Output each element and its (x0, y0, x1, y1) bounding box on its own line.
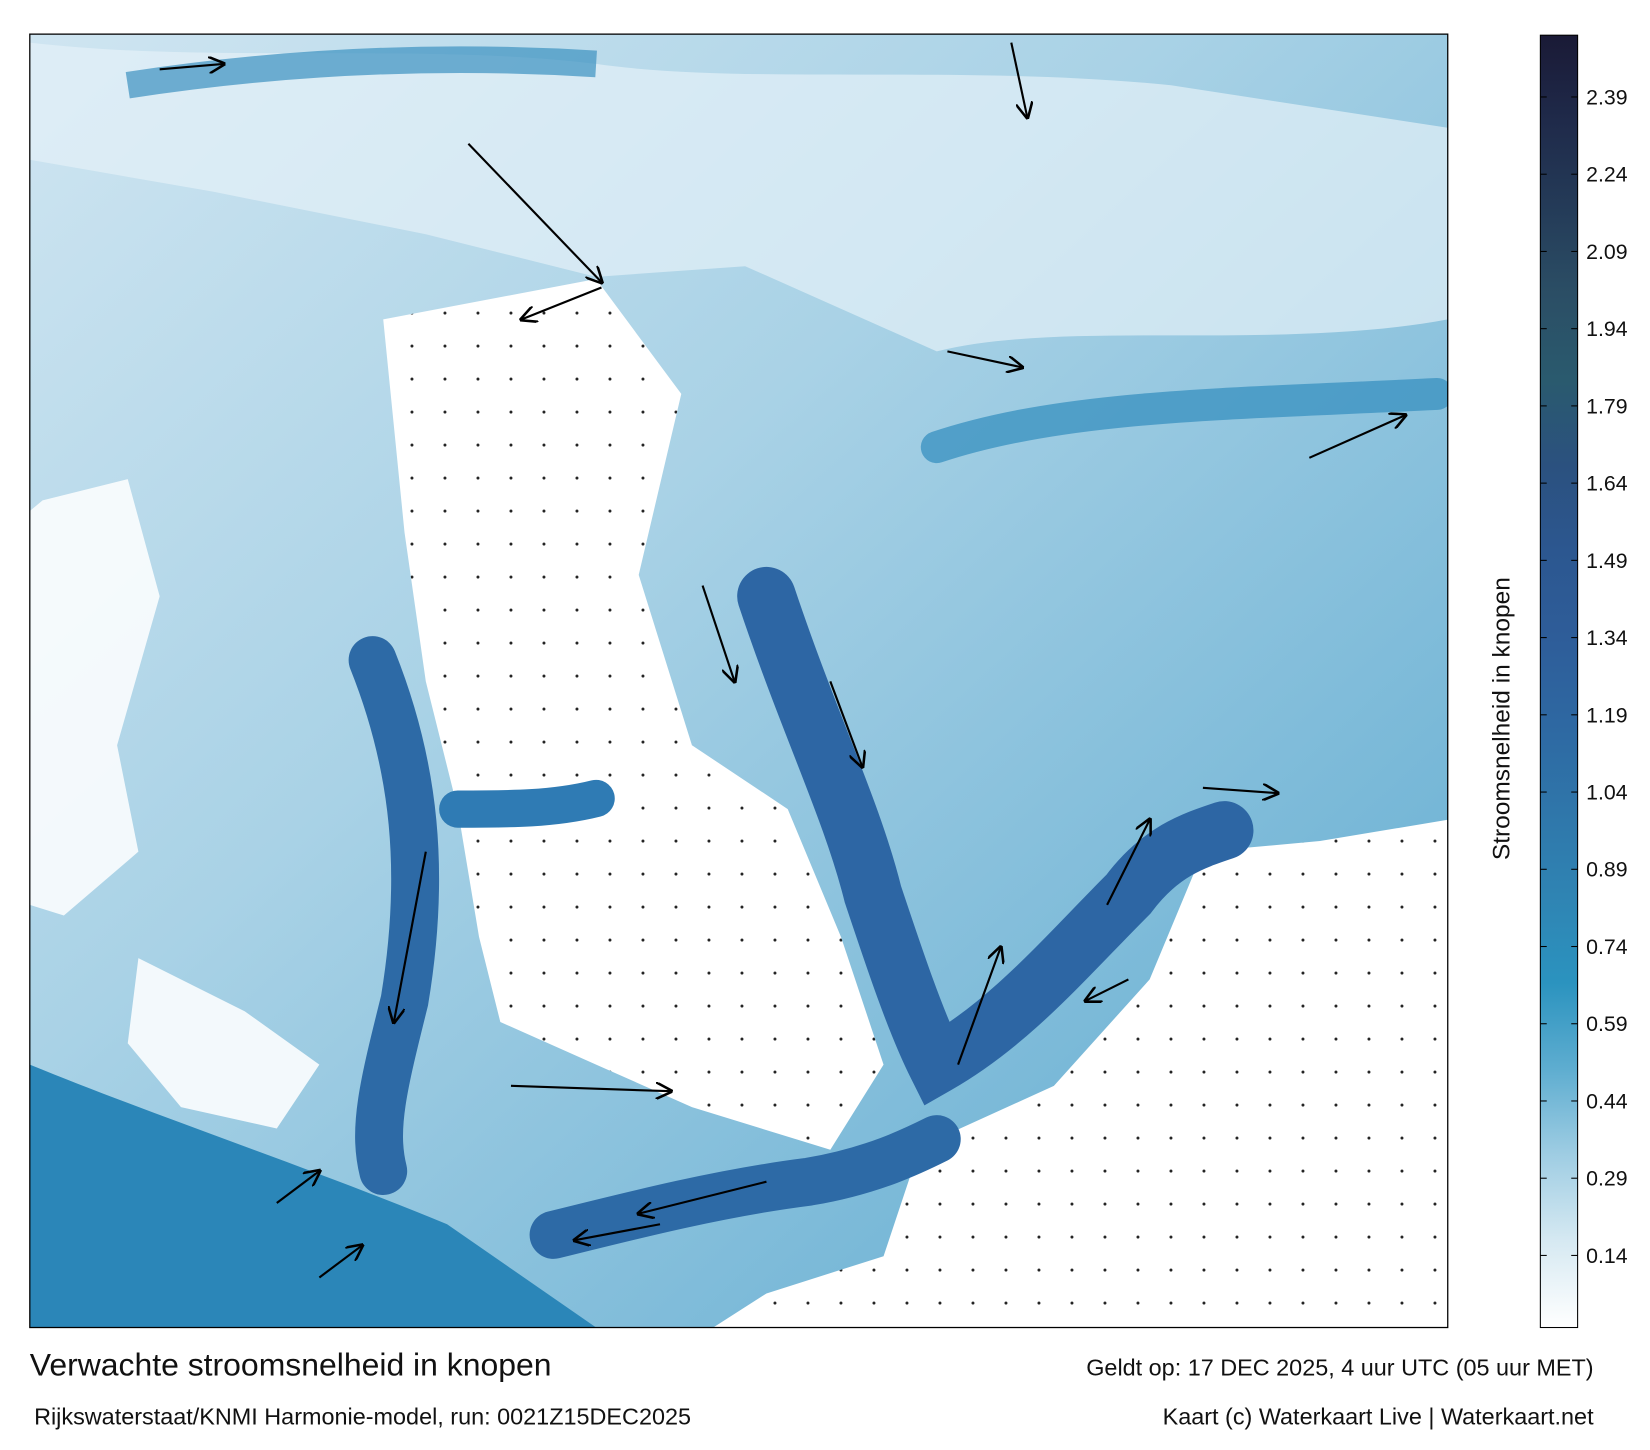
colorbar: 0.14 0.29 0.44 0.59 0.74 0.89 1.04 1.19 1.34 1.49… (1539, 34, 1628, 1329)
colorbar-tick-label: 1.34 (1586, 626, 1628, 650)
colorbar-tick-label: 0.59 (1586, 1012, 1627, 1036)
colorbar-tick-label: 2.09 (1586, 240, 1627, 264)
arrow (1202, 788, 1278, 793)
arrow (394, 851, 427, 1022)
colorbar-tick-label: 0.44 (1586, 1089, 1628, 1113)
map-frame (29, 33, 1449, 1329)
channel (529, 1115, 961, 1259)
channel (125, 46, 597, 99)
deep-water (29, 1064, 597, 1328)
colorbar-tick-label: 0.14 (1586, 1244, 1628, 1268)
subtitle: Rijkswaterstaat/KNMI Harmonie-model, run… (34, 1403, 691, 1429)
arrow (701, 585, 735, 682)
channel (439, 779, 615, 828)
land (713, 819, 1448, 1328)
colorbar-scale (1539, 34, 1579, 1329)
arrow (159, 64, 224, 69)
arrow (1308, 415, 1405, 459)
colorbar-tick-label: 2.39 (1586, 85, 1627, 109)
colorbar-tick-label: 0.89 (1586, 858, 1627, 882)
credit: Kaart (c) Waterkaart Live | Waterkaart.n… (1163, 1403, 1594, 1429)
channel (348, 636, 440, 1195)
current-arrows (159, 42, 1405, 1279)
colorbar-tick-label: 0.29 (1586, 1167, 1627, 1191)
colorbar-tick-label: 1.04 (1586, 781, 1628, 805)
arrow (276, 1171, 320, 1204)
arrow (575, 1223, 661, 1240)
arrow (1010, 42, 1027, 118)
arrow (510, 1086, 671, 1091)
shallow-area (127, 958, 320, 1129)
arrow (947, 350, 1022, 367)
colorbar-tick-label: 1.94 (1586, 317, 1628, 341)
arrow (318, 1246, 362, 1279)
arrow (1086, 978, 1129, 1000)
arrow (957, 947, 1001, 1065)
land (383, 278, 884, 1150)
arrow (639, 1180, 767, 1214)
arrow (522, 286, 602, 319)
channel (737, 566, 1254, 1106)
map-area (29, 34, 1448, 1328)
colorbar-tick-label: 1.49 (1586, 549, 1627, 573)
title: Verwachte stroomsnelheid in knopen (30, 1346, 552, 1382)
colorbar-tick-label: 1.64 (1586, 472, 1628, 496)
land (29, 479, 160, 916)
arrow (829, 680, 862, 766)
colorbar-tick-label: 0.74 (1586, 935, 1628, 959)
colorbar-label: Stroomsnelheid in knopen (1488, 577, 1515, 860)
colorbar-tick-label: 1.19 (1586, 703, 1627, 727)
arrow (1106, 820, 1150, 906)
arrow (467, 143, 601, 282)
channel (920, 377, 1448, 464)
colorbar-tick-label: 2.24 (1586, 163, 1628, 187)
valid-time: Geldt op: 17 DEC 2025, 4 uur UTC (05 uur… (1086, 1354, 1593, 1380)
shallow-area (29, 42, 1448, 352)
colorbar-tick-label: 1.79 (1586, 394, 1627, 418)
